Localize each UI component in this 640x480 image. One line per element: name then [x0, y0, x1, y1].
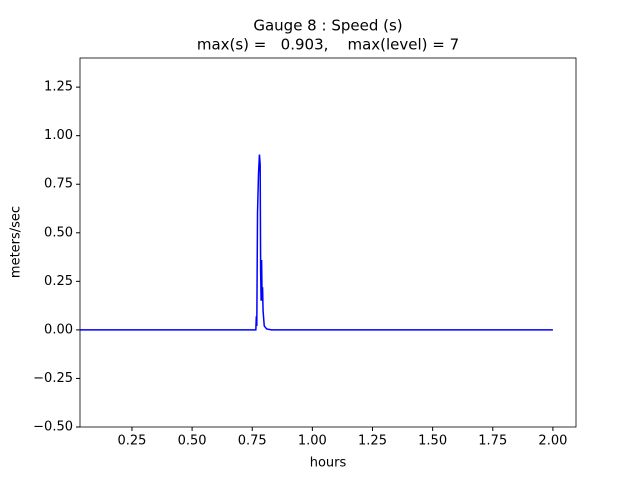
- chart-subtitle: max(s) = 0.903, max(level) = 7: [197, 36, 459, 54]
- x-tick-label: 1.50: [418, 434, 447, 449]
- y-tick-label: 0.25: [44, 274, 73, 289]
- x-tick-label: 2.00: [538, 434, 567, 449]
- data-line: [80, 154, 553, 331]
- chart-title: Gauge 8 : Speed (s): [253, 17, 402, 35]
- y-tick-label: −0.50: [33, 420, 73, 435]
- x-tick-label: 0.25: [117, 434, 146, 449]
- plot-frame: [79, 57, 577, 428]
- x-axis-label: hours: [310, 456, 347, 471]
- y-tick-label: −0.25: [33, 371, 73, 386]
- y-tick-label: 1.00: [44, 128, 73, 143]
- y-tick-label: 0.00: [44, 322, 73, 337]
- x-tick-label: 0.75: [238, 434, 267, 449]
- x-tick-label: 1.25: [358, 434, 387, 449]
- y-tick-label: 1.25: [44, 80, 73, 95]
- y-tick-label: 0.75: [44, 177, 73, 192]
- y-tick-label: 0.50: [44, 225, 73, 240]
- x-tick-label: 0.50: [178, 434, 207, 449]
- y-axis-label: meters/sec: [9, 206, 24, 278]
- x-tick-label: 1.00: [298, 434, 327, 449]
- x-tick-label: 1.75: [478, 434, 507, 449]
